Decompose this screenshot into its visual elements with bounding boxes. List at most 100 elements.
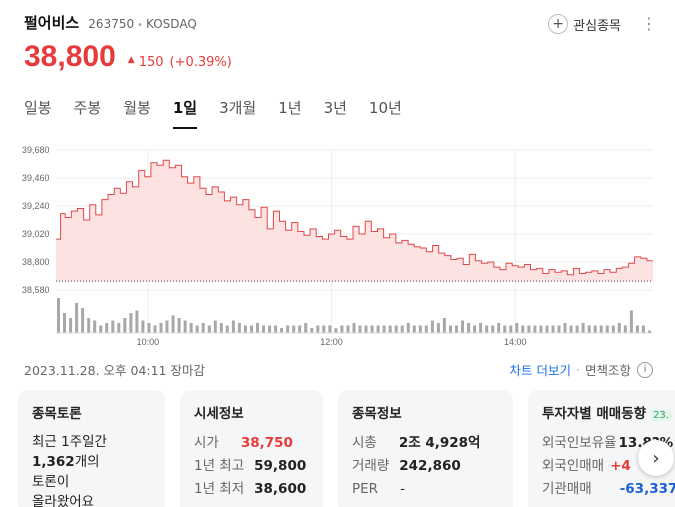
volume-bar: [189, 323, 193, 333]
volume-bar: [648, 330, 651, 333]
volume-bar: [304, 323, 308, 333]
price-change-percent: (+0.39%): [169, 55, 232, 70]
volume-bar: [334, 328, 338, 333]
chevron-right-icon: ›: [652, 447, 660, 469]
volume-bar: [316, 325, 320, 333]
tab-period[interactable]: 3년: [323, 99, 347, 117]
price-change: 150: [138, 55, 164, 70]
volume-bar: [455, 325, 458, 333]
row-value: -: [400, 481, 405, 497]
discussion-line: 토론이: [32, 474, 70, 490]
volume-bar: [352, 323, 356, 333]
volume-bar: [153, 325, 157, 333]
volume-bar: [87, 318, 91, 333]
volume-bar: [69, 318, 73, 333]
row-value: 242,860: [399, 458, 461, 474]
volume-bar: [539, 325, 543, 333]
volume-bar: [171, 315, 175, 333]
volume-bar: [231, 320, 235, 333]
up-triangle-icon: ▲: [127, 55, 135, 65]
investor-row-foreign-trade: 외국인매매 +4: [542, 455, 674, 478]
tab-period[interactable]: 주봉: [73, 99, 102, 117]
x-tick-label: 10:00: [137, 337, 160, 347]
volume-bar: [268, 325, 272, 333]
tab-period[interactable]: 1일: [172, 95, 198, 131]
tab-period[interactable]: 3개월: [219, 99, 257, 117]
volume-bar: [165, 320, 169, 333]
discussion-card[interactable]: 종목토론 최근 1주일간 1,362개의 토론이 올라왔어요: [18, 390, 165, 507]
volume-bar: [587, 325, 591, 333]
next-cards-button[interactable]: ›: [638, 440, 674, 476]
info-icon[interactable]: i: [637, 361, 653, 378]
quote-row-high: 1년 최고 59,800: [194, 455, 309, 478]
volume-bar: [412, 325, 416, 333]
disclaimer-link[interactable]: 면책조항: [584, 363, 631, 378]
more-options-icon[interactable]: ⋮: [641, 14, 657, 33]
volume-bar: [533, 325, 537, 333]
discussion-line: 올라왔어요: [32, 494, 95, 507]
volume-bar: [93, 320, 97, 333]
volume-bar: [250, 325, 253, 333]
row-key: 1년 최저: [194, 481, 245, 497]
x-tick-label: 14:00: [504, 337, 527, 347]
volume-bar: [274, 325, 278, 333]
volume-bar: [388, 325, 392, 333]
volume-bar: [617, 323, 621, 333]
card-title: 시세정보: [194, 406, 244, 422]
tab-period[interactable]: 10년: [368, 99, 402, 117]
volume-bar: [129, 313, 133, 333]
volume-bar: [406, 323, 410, 333]
volume-bar: [328, 325, 332, 333]
volume-bar: [605, 325, 609, 333]
favorite-button[interactable]: + 관심종목: [548, 12, 621, 36]
tab-period[interactable]: 월봉: [123, 99, 151, 117]
x-tick-label: 12:00: [320, 337, 343, 347]
period-tabs: 일봉 주봉 월봉 1일 3개월 1년 3년 10년: [24, 95, 424, 131]
row-key: 기관매매: [542, 481, 592, 497]
separator-dot: ·: [576, 362, 580, 377]
volume-bar: [81, 308, 85, 333]
row-key: 외국인보유율: [542, 435, 617, 451]
volume-bar: [503, 325, 507, 333]
stock-info-card[interactable]: 종목정보 시총 2조 4,928억 거래량 242,860 PER -: [338, 390, 513, 507]
volume-bar: [99, 325, 103, 333]
price-area-fill: [56, 160, 653, 282]
quote-card[interactable]: 시세정보 시가 38,750 1년 최고 59,800 1년 최저 38,600: [180, 390, 323, 507]
volume-bar: [280, 328, 284, 333]
volume-bar: [418, 325, 422, 333]
chart-more-link[interactable]: 차트 더보기: [509, 363, 571, 378]
tab-period[interactable]: 1년: [278, 99, 302, 117]
volume-bar: [485, 325, 489, 333]
volume-bar: [467, 323, 471, 333]
volume-bar: [292, 325, 296, 333]
row-value: 2조 4,928억: [398, 435, 481, 451]
volume-bar: [400, 325, 404, 333]
discussion-summary: 최근 1주일간 1,362개의 토론이 올라왔어요: [32, 432, 151, 507]
volume-bar: [599, 325, 603, 333]
volume-bar: [183, 320, 187, 333]
quote-row-open: 시가 38,750: [194, 432, 309, 455]
tab-period[interactable]: 일봉: [24, 99, 52, 117]
volume-bar: [424, 325, 428, 333]
volume-bar: [105, 323, 109, 333]
volume-bar: [551, 325, 555, 333]
volume-bar: [195, 325, 199, 333]
volume-bar: [147, 323, 151, 333]
date-badge: 23.: [650, 410, 672, 421]
volume-bar: [256, 323, 259, 333]
volume-bar: [629, 310, 633, 333]
volume-bar: [63, 313, 66, 333]
current-price: 38,800: [24, 40, 116, 73]
volume-bar: [491, 325, 495, 333]
summary-cards: 종목토론 최근 1주일간 1,362개의 토론이 올라왔어요 시세정보 시가 38…: [18, 390, 675, 507]
stock-name: 펄어비스: [24, 14, 80, 32]
row-value: +4: [610, 458, 631, 474]
y-tick-label: 39,680: [22, 145, 50, 155]
price-row: 38,800 ▲ 150 (+0.39%): [24, 40, 232, 80]
status-row: 2023.11.28. 오후 04:11 장마감 차트 더보기 · 면책조항 i: [24, 360, 653, 380]
volume-bar: [213, 320, 217, 333]
info-row-per: PER -: [352, 478, 499, 501]
volume-bar: [479, 323, 483, 333]
volume-bar: [430, 320, 434, 333]
volume-bar: [382, 325, 386, 333]
